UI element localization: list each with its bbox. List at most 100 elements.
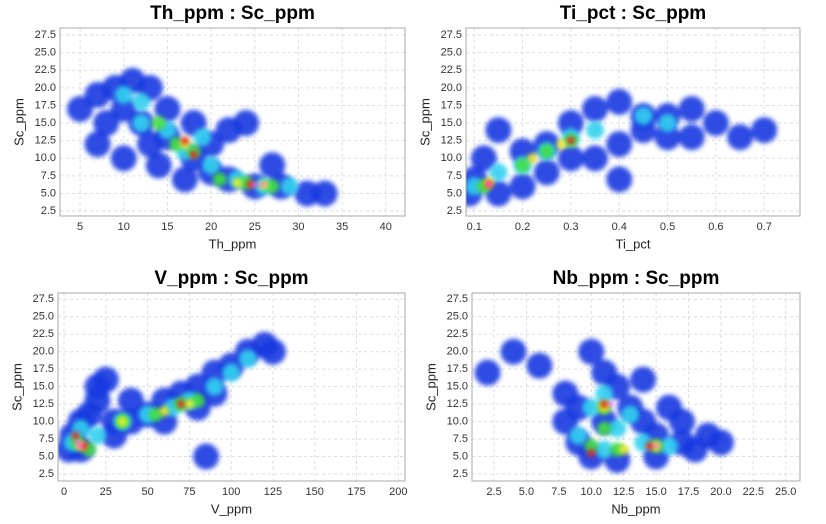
chart-title: Ti_pct : Sc_ppm xyxy=(560,3,706,24)
chart-title: V_ppm : Sc_ppm xyxy=(154,268,308,289)
density-point xyxy=(587,449,596,458)
y-tick-label: 2.5 xyxy=(453,468,468,480)
panel: 2.5 5.0 7.5 10.0 12.5 15.0 17.5 20.0 22.5 25.0 27.… xyxy=(417,3,801,251)
x-tick-label: 10.0 xyxy=(581,486,602,498)
density-point xyxy=(607,401,614,408)
density-point xyxy=(526,352,553,379)
density-layer xyxy=(587,400,654,458)
x-tick-label: 12.5 xyxy=(613,486,634,498)
y-tick-label: 17.5 xyxy=(35,99,56,111)
density-point xyxy=(557,110,584,137)
density-point xyxy=(586,121,605,140)
y-tick-label: 20.0 xyxy=(35,82,56,94)
x-tick-label: 175 xyxy=(347,486,365,498)
y-tick-label: 17.5 xyxy=(441,99,462,111)
density-point xyxy=(280,177,299,196)
y-tick-label: 25.0 xyxy=(441,47,462,59)
density-point xyxy=(171,166,198,193)
density-point xyxy=(145,152,172,179)
density-point xyxy=(205,377,224,396)
density-point xyxy=(232,177,243,188)
density-point xyxy=(117,387,144,414)
panel: 2.5 5.0 7.5 10.0 12.5 15.0 17.5 20.0 22.5 25.0 27.… xyxy=(11,3,406,251)
density-point xyxy=(584,439,599,454)
density-point xyxy=(600,400,609,409)
y-tick-label: 22.5 xyxy=(441,64,462,76)
density-point xyxy=(117,416,128,427)
y-tick-label: 12.5 xyxy=(447,398,468,410)
density-point xyxy=(184,399,195,410)
density-point xyxy=(654,124,681,151)
y-axis-label: Sc_ppm xyxy=(417,98,432,146)
density-point xyxy=(193,443,220,470)
y-tick-label: 27.5 xyxy=(35,29,56,41)
density-point xyxy=(177,400,186,409)
y-axis-label: Sc_ppm xyxy=(11,98,26,146)
x-axis-label: Nb_ppm xyxy=(611,501,660,516)
x-tick-label: 0.7 xyxy=(757,221,772,233)
density-point xyxy=(193,128,212,147)
density-point xyxy=(485,117,512,144)
density-point xyxy=(93,110,120,137)
density-point xyxy=(595,384,614,403)
y-tick-label: 5.0 xyxy=(41,187,56,199)
density-point xyxy=(515,158,530,173)
density-point xyxy=(92,366,119,393)
y-tick-label: 12.5 xyxy=(33,398,54,410)
y-tick-label: 10.0 xyxy=(33,416,54,428)
density-point xyxy=(500,338,527,365)
x-tick-label: 0.6 xyxy=(708,221,723,233)
y-tick-label: 25.0 xyxy=(447,311,468,323)
x-tick-label: 10 xyxy=(118,221,130,233)
x-tick-label: 0.2 xyxy=(515,221,530,233)
density-point xyxy=(630,117,657,144)
y-tick-label: 5.0 xyxy=(447,187,462,199)
x-tick-label: 17.5 xyxy=(678,486,699,498)
density-point xyxy=(527,153,538,164)
x-tick-label: 100 xyxy=(222,486,240,498)
density-point xyxy=(67,95,94,122)
y-tick-label: 22.5 xyxy=(447,328,468,340)
density-layer xyxy=(466,107,677,196)
density xyxy=(58,331,286,470)
density-point xyxy=(180,136,189,145)
density-point xyxy=(132,92,151,111)
density-point xyxy=(169,137,184,152)
y-tick-label: 7.5 xyxy=(41,170,56,182)
x-tick-label: 20.0 xyxy=(710,486,731,498)
x-tick-label: 0.4 xyxy=(612,221,627,233)
density-point xyxy=(565,394,592,421)
x-axis-label: Th_ppm xyxy=(209,236,257,251)
density-point xyxy=(582,398,601,417)
y-tick-label: 12.5 xyxy=(441,135,462,147)
x-axis-label: Ti_pct xyxy=(616,236,651,251)
x-tick-label: 22.5 xyxy=(743,486,764,498)
density-layer xyxy=(607,401,660,450)
density-point xyxy=(132,114,151,133)
density-point xyxy=(608,419,627,438)
density-point xyxy=(311,180,338,207)
density-point xyxy=(606,88,633,115)
density-point xyxy=(658,114,677,133)
density-point xyxy=(566,136,575,145)
x-tick-label: 0.5 xyxy=(660,221,675,233)
x-tick-label: 25 xyxy=(249,221,261,233)
density-layer xyxy=(569,384,679,459)
x-tick-label: 35 xyxy=(336,221,348,233)
plot-border xyxy=(465,27,801,217)
density-point xyxy=(606,131,633,158)
density-layer xyxy=(485,181,492,188)
y-tick-label: 17.5 xyxy=(33,363,54,375)
y-tick-label: 7.5 xyxy=(39,433,54,445)
x-tick-label: 5.0 xyxy=(519,486,534,498)
x-tick-label: 200 xyxy=(389,486,407,498)
y-tick-label: 5.0 xyxy=(39,450,54,462)
density xyxy=(474,338,734,474)
density-point xyxy=(533,159,560,186)
x-axis-label: V_ppm xyxy=(211,501,252,516)
chart-title: Th_ppm : Sc_ppm xyxy=(150,3,315,24)
density-point xyxy=(474,359,501,386)
y-tick-label: 15.0 xyxy=(35,117,56,129)
chart-title: Nb_ppm : Sc_ppm xyxy=(553,268,720,289)
